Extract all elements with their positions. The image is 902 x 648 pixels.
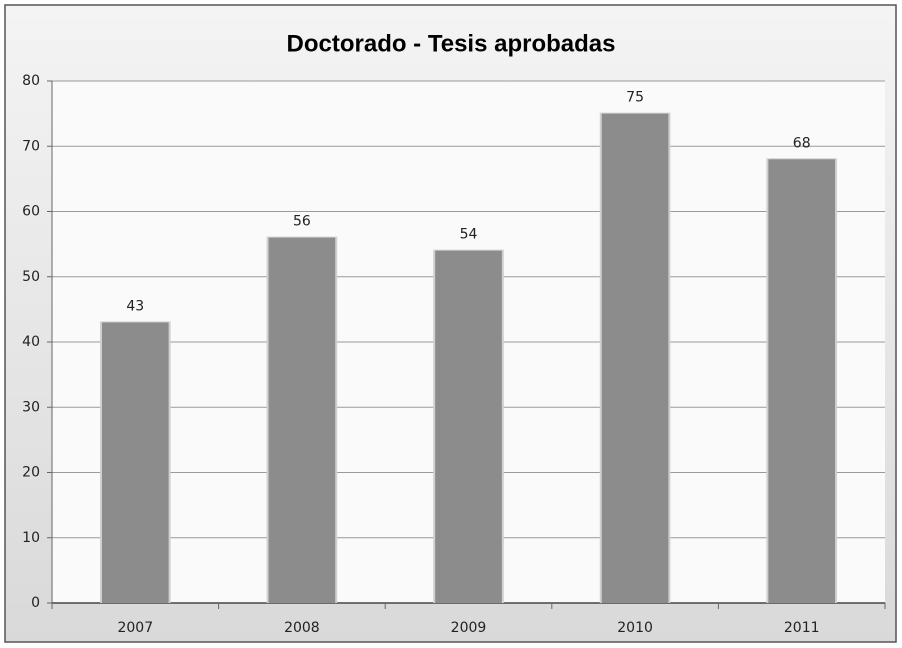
y-tick-label: 20 xyxy=(22,465,40,481)
y-tick-label: 50 xyxy=(22,269,40,285)
data-label: 43 xyxy=(126,298,144,314)
y-tick-label: 70 xyxy=(22,138,40,154)
bar xyxy=(435,250,502,603)
data-label: 54 xyxy=(460,227,478,243)
x-tick-label: 2007 xyxy=(117,620,153,636)
bar xyxy=(101,322,169,603)
bar xyxy=(268,237,336,603)
y-tick-label: 40 xyxy=(22,334,40,350)
data-label: 68 xyxy=(793,135,811,151)
data-label: 56 xyxy=(293,214,311,230)
y-tick-label: 10 xyxy=(22,530,40,546)
bar xyxy=(768,159,836,604)
y-tick-label: 60 xyxy=(22,204,40,220)
x-tick-label: 2011 xyxy=(784,620,820,636)
y-tick-label: 0 xyxy=(31,595,40,611)
bar xyxy=(601,113,669,603)
data-label: 75 xyxy=(626,90,644,106)
x-tick-label: 2009 xyxy=(451,620,487,636)
chart-title: Doctorado - Tesis aprobadas xyxy=(287,30,616,57)
y-tick-label: 80 xyxy=(22,73,40,89)
x-tick-label: 2008 xyxy=(284,620,320,636)
y-tick-label: 30 xyxy=(22,399,40,415)
x-tick-label: 2010 xyxy=(617,620,653,636)
